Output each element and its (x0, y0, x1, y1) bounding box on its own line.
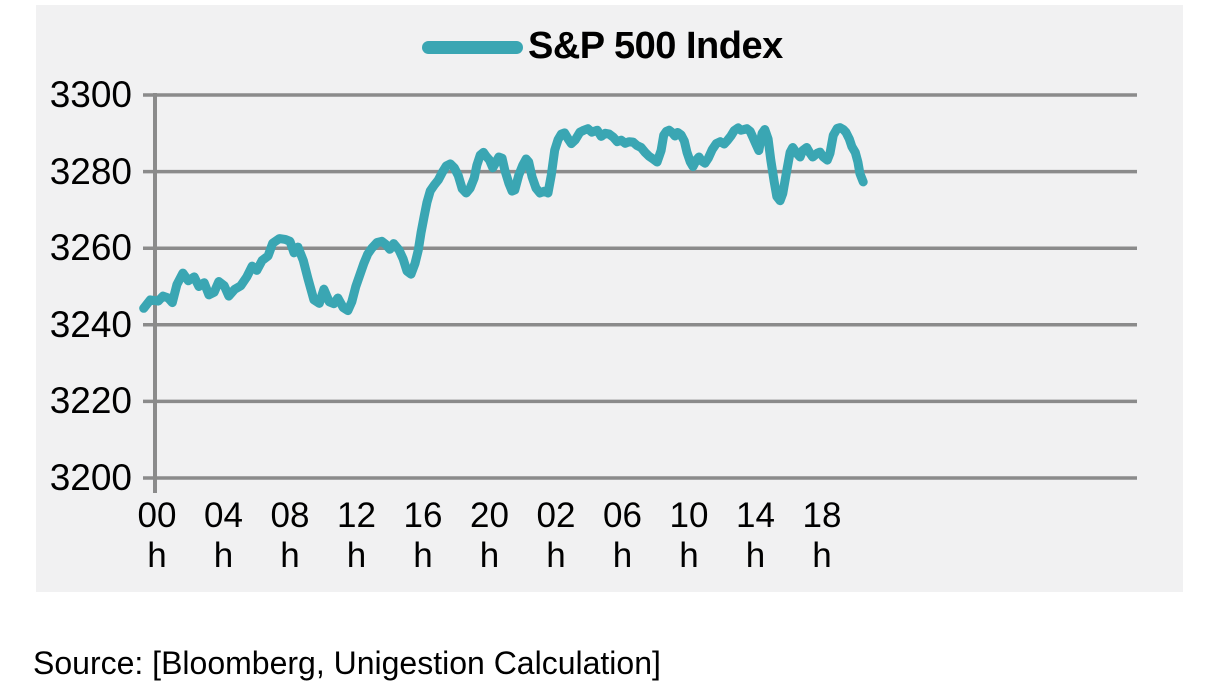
x-tick-label-14h: 14 h (720, 496, 792, 576)
x-tick-hour: 18 (802, 496, 842, 535)
x-tick-hour: 06 (603, 496, 642, 535)
x-tick-unit: h (612, 536, 633, 575)
x-tick-label-18h: 18 h (786, 496, 858, 576)
x-tick-unit: h (213, 536, 234, 575)
y-tick-label-3280: 3280 (49, 150, 132, 192)
x-tick-hour: 02 (536, 496, 576, 535)
x-tick-hour: 10 (669, 496, 709, 535)
x-tick-label-04h: 04 h (188, 496, 260, 576)
x-tick-unit: h (479, 536, 500, 575)
legend-label: S&P 500 Index (528, 25, 783, 67)
x-tick-unit: h (147, 536, 167, 575)
x-tick-label-16h: 16 h (387, 496, 459, 576)
x-tick-label-20h: 20 h (454, 496, 526, 576)
x-tick-hour: 20 (470, 496, 509, 535)
x-tick-hour: 00 (137, 496, 177, 535)
x-tick-hour: 08 (270, 496, 310, 535)
x-tick-hour: 12 (337, 496, 376, 535)
x-tick-unit: h (346, 536, 367, 575)
x-tick-unit: h (413, 536, 433, 575)
x-tick-unit: h (546, 536, 566, 575)
x-tick-hour: 04 (204, 496, 243, 535)
x-tick-label-00h: 00 h (121, 496, 193, 576)
x-tick-unit: h (679, 536, 699, 575)
x-tick-label-10h: 10 h (653, 496, 725, 576)
y-tick-label-3240: 3240 (49, 303, 132, 345)
y-tick-label-3200: 3200 (49, 457, 132, 498)
x-tick-label-06h: 06 h (587, 496, 659, 576)
x-tick-unit: h (280, 536, 300, 575)
y-tick-label-3220: 3220 (49, 380, 132, 422)
x-tick-unit: h (745, 536, 766, 575)
y-tick-label-3260: 3260 (49, 227, 132, 269)
x-tick-hour: 14 (736, 496, 775, 535)
x-tick-label-12h: 12 h (321, 496, 393, 576)
x-tick-hour: 16 (403, 496, 443, 535)
source-text: Source: [Bloomberg, Unigestion Calculati… (33, 645, 661, 681)
legend: S&P 500 Index (422, 27, 783, 65)
x-tick-label-02h: 02 h (520, 496, 592, 576)
x-tick-unit: h (812, 536, 832, 575)
x-tick-label-08h: 08 h (254, 496, 326, 576)
legend-line-swatch (422, 41, 523, 54)
y-tick-label-3300: 3300 (49, 74, 132, 115)
